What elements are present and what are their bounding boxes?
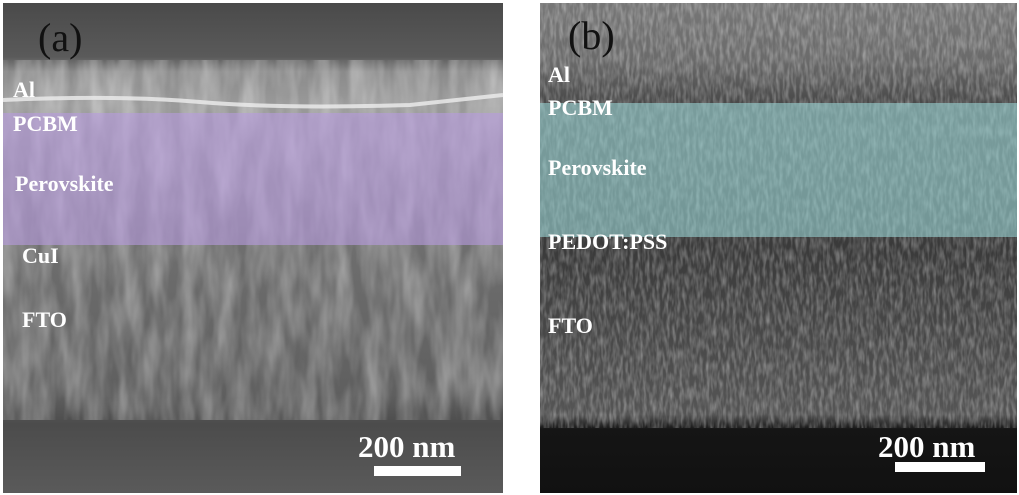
layer-label: CuI	[22, 243, 59, 268]
layer-label: FTO	[22, 307, 67, 332]
scale-bar	[374, 466, 461, 476]
layer-label: PCBM	[548, 95, 613, 120]
layer-label: PEDOT:PSS	[548, 229, 667, 254]
layer-label: Al	[13, 77, 35, 102]
panel-label: (a)	[38, 15, 82, 60]
layer-label: FTO	[548, 313, 593, 338]
layer-label: PCBM	[13, 111, 78, 136]
layer-label: Perovskite	[548, 155, 647, 180]
layer-label: Al	[548, 62, 570, 87]
layer-label: Perovskite	[15, 171, 114, 196]
scale-bar-label: 200 nm	[358, 429, 455, 464]
panel-label: (b)	[568, 13, 615, 58]
scale-bar	[895, 462, 985, 472]
panel-a: (a) Al PCBM Perovskite CuI FTO 200 nm	[3, 3, 503, 493]
panel-b: (b) Al PCBM Perovskite PEDOT:PSS FTO 200…	[540, 3, 1017, 493]
figure: (a) Al PCBM Perovskite CuI FTO 200 nm (b…	[0, 0, 1019, 495]
scale-bar-label: 200 nm	[878, 429, 975, 464]
